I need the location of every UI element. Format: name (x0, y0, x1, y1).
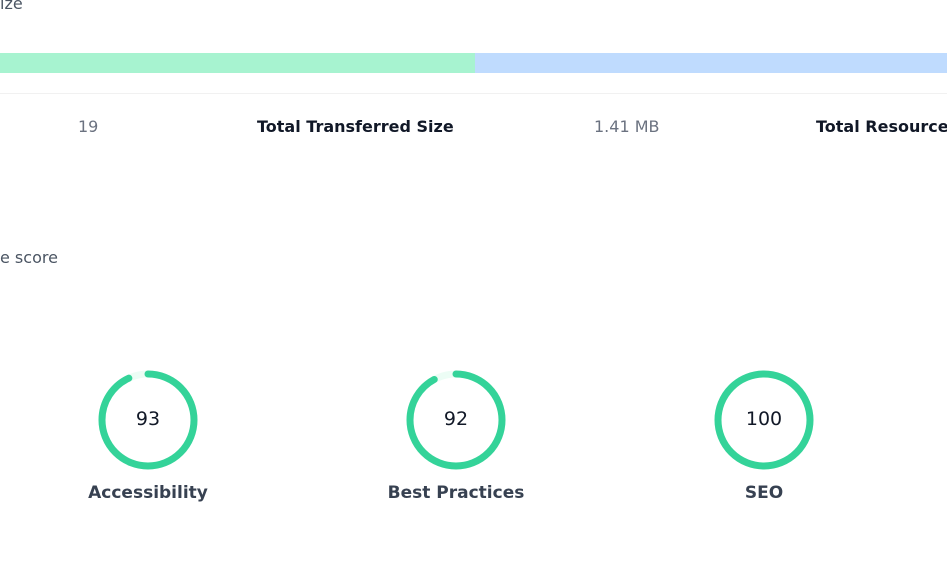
resource-size-bar (0, 53, 947, 73)
size-bar-segment-transferred (0, 53, 476, 73)
accessibility-score-value: 93 (135, 408, 161, 430)
resource-size-caption: ize (0, 0, 23, 13)
transferred-size-value: 1.41 MB (594, 117, 660, 136)
size-bar-segment-resource (475, 53, 947, 73)
best-practices-score-ring (406, 370, 506, 470)
accessibility-gauge: 93 Accessibility (88, 368, 208, 503)
accessibility-score-ring (98, 370, 198, 470)
requests-value: 19 (78, 117, 99, 136)
divider (0, 93, 947, 94)
best-practices-label: Best Practices (387, 483, 525, 503)
accessibility-label: Accessibility (88, 483, 208, 503)
seo-score-ring (714, 370, 814, 470)
score-caption: e score (0, 248, 58, 267)
best-practices-gauge: 92 Best Practices (388, 368, 524, 503)
transferred-size-label: Total Transferred Size (257, 117, 454, 136)
seo-score-value: 100 (745, 408, 783, 430)
resource-size-label: Total Resource S (816, 117, 947, 136)
seo-gauge: 100 SEO (709, 368, 819, 503)
seo-label: SEO (744, 483, 784, 503)
best-practices-score-value: 92 (443, 408, 469, 430)
